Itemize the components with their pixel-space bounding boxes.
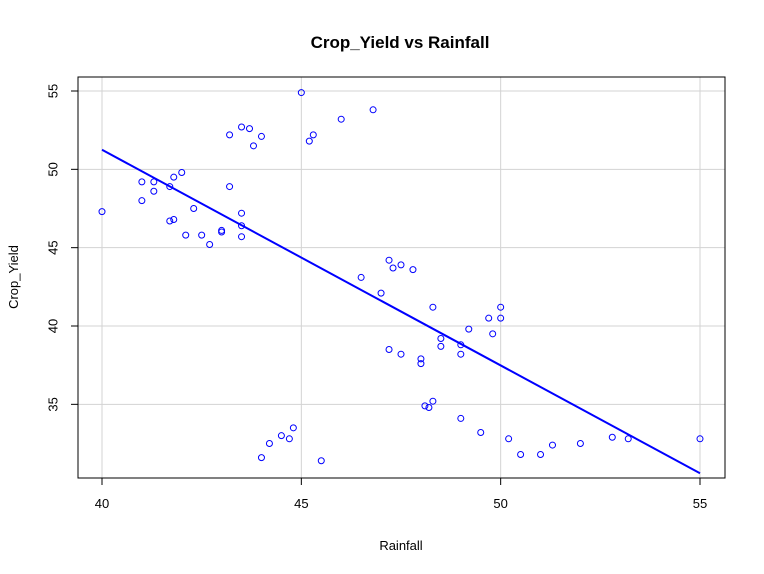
y-tick-label: 55 [45,84,60,98]
y-tick-label: 45 [45,240,60,254]
data-point [170,173,178,181]
data-point [429,397,437,405]
data-point [465,325,473,333]
data-point [497,303,505,311]
y-tick-label: 50 [45,162,60,176]
data-points [98,89,704,465]
data-point [624,435,632,443]
data-point [289,424,297,432]
data-point [385,346,393,353]
data-point [429,303,437,311]
data-point [297,89,305,97]
data-point [285,435,293,443]
data-point [389,264,397,272]
data-point [457,350,465,358]
data-point [397,350,405,358]
data-point [138,178,146,186]
data-point [489,330,497,338]
data-point [409,266,417,274]
data-point [357,273,365,281]
data-point [377,289,385,297]
y-axis: 35 40 45 50 55 [45,84,79,412]
data-point [265,440,273,447]
data-point [277,432,285,440]
data-point [98,208,106,216]
data-point [517,450,525,458]
plot-area [77,76,726,479]
data-point [317,457,325,465]
data-point [238,209,246,217]
data-point [477,429,485,437]
x-axis: 40 45 50 55 [95,477,707,511]
data-point [166,217,174,225]
data-point [246,125,254,133]
data-point [218,228,226,236]
y-axis-label: Crop_Yield [6,245,21,309]
data-point [257,454,265,462]
x-axis-label: Rainfall [379,538,422,553]
data-point [548,441,556,449]
data-point [249,142,257,150]
data-point [485,314,493,322]
data-point [437,335,445,343]
data-point [198,231,206,239]
data-point [190,205,198,212]
data-point [608,433,616,441]
data-point [696,435,704,443]
data-point [457,341,465,349]
data-point [178,168,186,176]
data-point [206,241,214,249]
data-point [437,342,445,350]
data-point [238,233,246,241]
data-point [505,435,513,443]
x-tick-label: 45 [294,496,308,511]
regression-line [101,148,701,475]
x-tick-label: 55 [693,496,707,511]
data-point [397,261,405,269]
data-point [417,355,425,363]
data-point [457,414,465,422]
data-point [138,197,146,205]
x-tick-label: 40 [95,496,109,511]
data-point [369,106,377,114]
data-point [182,231,190,239]
grid [78,77,725,478]
chart-title: Crop_Yield vs Rainfall [311,33,490,52]
data-point [166,183,174,191]
data-point [238,123,246,131]
data-point [497,314,505,322]
data-point [417,360,425,368]
data-point [385,256,393,264]
data-point [226,131,234,139]
data-point [150,187,158,195]
data-point [170,215,178,223]
x-tick-label: 50 [493,496,507,511]
y-tick-label: 40 [45,319,60,333]
data-point [421,402,429,410]
data-point [150,178,158,186]
data-point [226,183,234,191]
data-point [305,137,313,145]
regression-line-group [101,148,701,475]
data-point [309,131,317,139]
y-tick-label: 35 [45,397,60,411]
data-point [425,403,433,411]
data-point [337,115,345,123]
data-point [537,450,545,458]
data-point [257,132,265,140]
data-point [238,222,246,230]
data-point [576,440,584,447]
